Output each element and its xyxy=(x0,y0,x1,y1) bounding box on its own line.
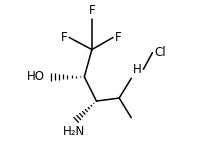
Text: H: H xyxy=(133,63,142,76)
Text: F: F xyxy=(89,4,95,17)
Text: F: F xyxy=(61,31,68,44)
Text: F: F xyxy=(115,31,121,44)
Text: Cl: Cl xyxy=(154,46,166,59)
Text: HO: HO xyxy=(27,70,45,83)
Text: H₂N: H₂N xyxy=(63,125,85,138)
